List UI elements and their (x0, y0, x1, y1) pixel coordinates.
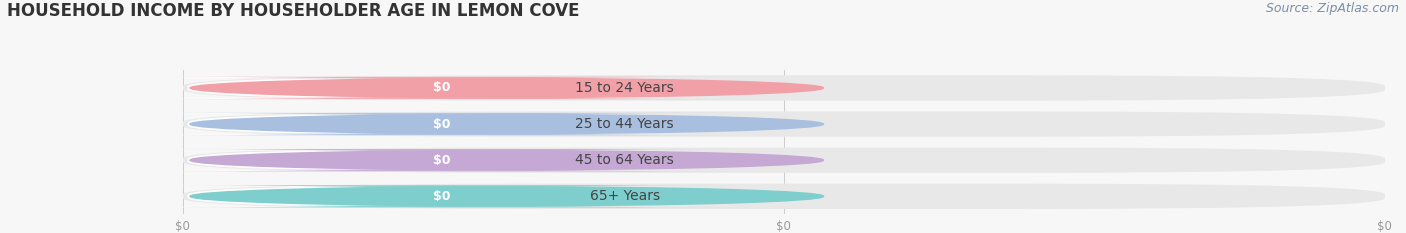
Text: $0: $0 (433, 190, 450, 203)
Text: HOUSEHOLD INCOME BY HOUSEHOLDER AGE IN LEMON COVE: HOUSEHOLD INCOME BY HOUSEHOLDER AGE IN L… (7, 2, 579, 20)
Text: 15 to 24 Years: 15 to 24 Years (575, 81, 673, 95)
FancyBboxPatch shape (150, 149, 734, 171)
Circle shape (190, 79, 824, 97)
Text: Source: ZipAtlas.com: Source: ZipAtlas.com (1265, 2, 1399, 15)
FancyBboxPatch shape (86, 185, 512, 208)
FancyBboxPatch shape (150, 77, 734, 99)
FancyBboxPatch shape (86, 113, 512, 135)
FancyBboxPatch shape (86, 149, 512, 171)
Circle shape (190, 151, 824, 170)
Text: $0: $0 (433, 118, 450, 130)
FancyBboxPatch shape (183, 75, 1385, 101)
Text: 25 to 44 Years: 25 to 44 Years (575, 117, 673, 131)
Text: 65+ Years: 65+ Years (589, 189, 659, 203)
FancyBboxPatch shape (150, 113, 734, 135)
FancyBboxPatch shape (183, 111, 1385, 137)
FancyBboxPatch shape (183, 147, 1385, 173)
FancyBboxPatch shape (150, 185, 734, 208)
Circle shape (190, 115, 824, 134)
Text: 45 to 64 Years: 45 to 64 Years (575, 153, 673, 167)
Text: $0: $0 (433, 82, 450, 94)
FancyBboxPatch shape (183, 184, 1385, 209)
Circle shape (190, 187, 824, 206)
Text: $0: $0 (433, 154, 450, 167)
FancyBboxPatch shape (86, 77, 512, 99)
